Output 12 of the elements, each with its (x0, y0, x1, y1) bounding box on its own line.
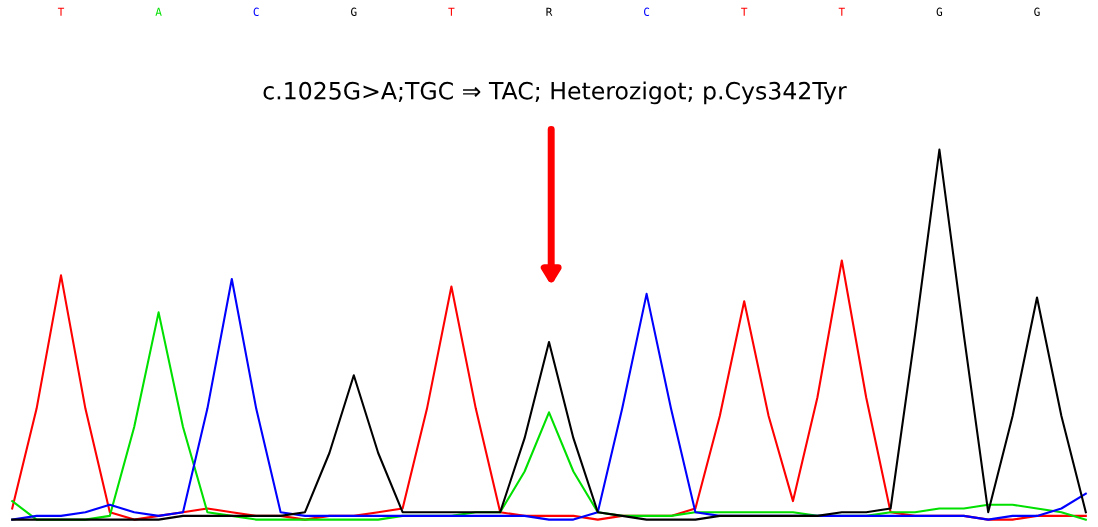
x-tick-label: T (838, 7, 845, 16)
x-tick-label: T (448, 7, 455, 16)
x-tick-label: A (155, 7, 162, 16)
x-tick-label: C (644, 7, 650, 17)
x-tick-label: R (546, 7, 553, 16)
x-tick-label: G (351, 7, 357, 17)
x-tick-label: T (741, 7, 748, 16)
text: c.1025G>A;TGC ⇒ TAC; Heterozigot; p.Cys342Tyr (263, 81, 847, 105)
x-tick-label: C (253, 7, 259, 17)
x-tick-label: G (1034, 7, 1040, 17)
x-tick-label: G (936, 7, 943, 17)
x-tick-label: T (57, 7, 65, 16)
